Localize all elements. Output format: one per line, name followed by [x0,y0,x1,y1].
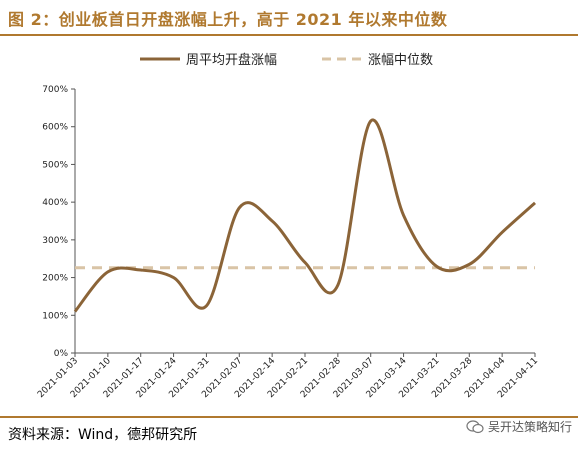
y-tick-label: 700% [42,85,68,95]
y-tick-label: 500% [42,160,68,170]
y-tick-label: 200% [42,274,68,284]
watermark-text: 吴开达策略知行 [487,420,572,434]
series-line-weekly-avg [73,118,537,313]
source-note: 资料来源：Wind，德邦研究所 [8,427,198,443]
y-tick-label: 600% [42,123,68,133]
figure-title: 图 2：创业板首日开盘涨幅上升，高于 2021 年以来中位数 [8,10,448,29]
legend: 周平均开盘涨幅 涨幅中位数 [140,52,433,68]
line-chart: 周平均开盘涨幅 涨幅中位数 0% 100% 200% 300% 400% 500% 600% 7… [36,52,540,400]
source-divider [0,416,578,418]
y-tick-label: 0% [54,349,69,359]
chart-series [73,118,537,313]
title-divider [0,34,578,36]
legend-label: 周平均开盘涨幅 [186,52,277,68]
watermark: 吴开达策略知行 [466,418,572,435]
y-tick-label: 100% [42,311,68,321]
legend-label: 涨幅中位数 [368,53,433,68]
wechat-icon [466,419,484,433]
y-tick-label: 300% [42,236,68,246]
y-tick-label: 400% [42,198,68,208]
